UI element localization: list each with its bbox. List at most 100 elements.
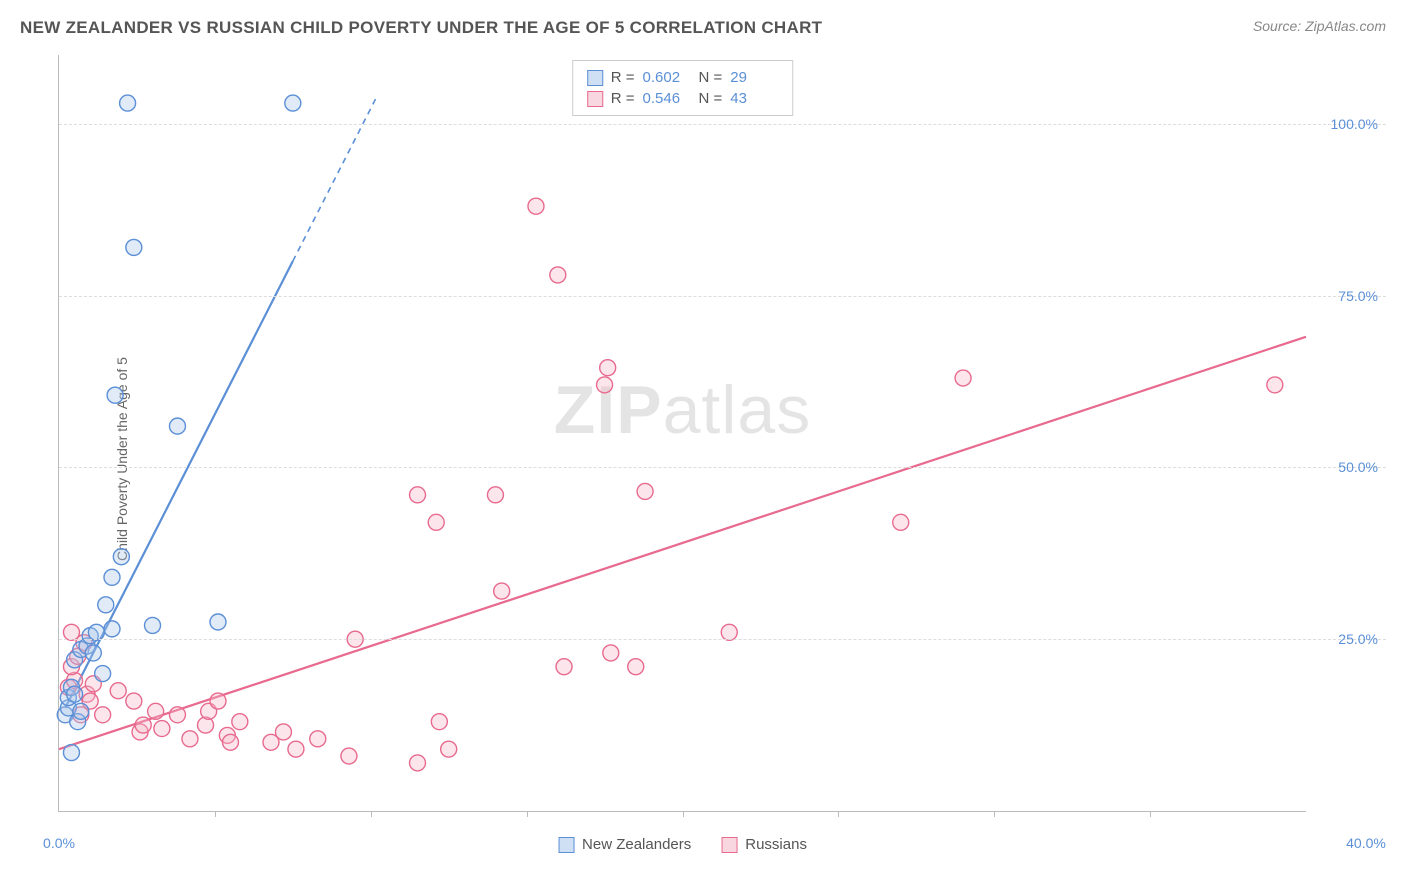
gridline [59, 296, 1386, 297]
nz-swatch-icon [587, 70, 603, 86]
data-point [285, 95, 301, 111]
nz-r-value: 0.602 [643, 69, 691, 86]
data-point [428, 514, 444, 530]
ru-r-value: 0.546 [643, 90, 691, 107]
x-tick [371, 811, 372, 817]
chart-title: NEW ZEALANDER VS RUSSIAN CHILD POVERTY U… [20, 18, 822, 38]
data-point [73, 703, 89, 719]
x-tick [994, 811, 995, 817]
data-point [721, 624, 737, 640]
data-point [63, 745, 79, 761]
source-prefix: Source: [1253, 18, 1305, 34]
data-point [603, 645, 619, 661]
data-point [341, 748, 357, 764]
data-point [410, 487, 426, 503]
data-point [487, 487, 503, 503]
correlation-legend-row-ru: R = 0.546 N = 43 [587, 88, 779, 109]
data-point [110, 683, 126, 699]
r-label: R = [611, 69, 635, 86]
data-point [88, 624, 104, 640]
data-point [310, 731, 326, 747]
data-point [182, 731, 198, 747]
ru-n-value: 43 [730, 90, 778, 107]
gridline [59, 124, 1386, 125]
data-point [104, 621, 120, 637]
data-point [288, 741, 304, 757]
x-tick [527, 811, 528, 817]
data-point [556, 659, 572, 675]
data-point [893, 514, 909, 530]
data-point [126, 693, 142, 709]
data-point [494, 583, 510, 599]
data-point [95, 707, 111, 723]
data-point [135, 717, 151, 733]
nz-swatch-icon [558, 837, 574, 853]
gridline [59, 639, 1386, 640]
data-point [222, 734, 238, 750]
series-legend: New Zealanders Russians [558, 836, 807, 853]
legend-item-ru: Russians [721, 836, 807, 853]
data-point [95, 666, 111, 682]
source-name: ZipAtlas.com [1305, 18, 1386, 34]
data-point [528, 198, 544, 214]
n-label: N = [699, 90, 723, 107]
data-point [126, 239, 142, 255]
y-tick-label: 25.0% [1338, 631, 1378, 647]
data-point [148, 703, 164, 719]
x-tick-label-min: 0.0% [43, 835, 75, 851]
data-point [628, 659, 644, 675]
data-point [107, 387, 123, 403]
data-point [104, 569, 120, 585]
data-point [120, 95, 136, 111]
trend-line [59, 337, 1306, 749]
trend-line [65, 261, 293, 708]
gridline [59, 467, 1386, 468]
legend-item-nz: New Zealanders [558, 836, 691, 853]
data-point [955, 370, 971, 386]
n-label: N = [699, 69, 723, 86]
source-attribution: Source: ZipAtlas.com [1253, 18, 1386, 34]
chart-container: Child Poverty Under the Age of 5 ZIPatla… [50, 55, 1386, 862]
data-point [637, 483, 653, 499]
ru-swatch-icon [587, 91, 603, 107]
y-tick-label: 75.0% [1338, 288, 1378, 304]
data-point [597, 377, 613, 393]
data-point [232, 714, 248, 730]
data-point [154, 721, 170, 737]
data-point [210, 614, 226, 630]
x-tick-label-max: 40.0% [1346, 835, 1386, 851]
data-point [275, 724, 291, 740]
trend-line [293, 96, 377, 261]
x-tick [838, 811, 839, 817]
data-point [441, 741, 457, 757]
data-point [85, 645, 101, 661]
data-point [1267, 377, 1283, 393]
data-point [600, 360, 616, 376]
ru-series-label: Russians [745, 836, 807, 853]
chart-header: NEW ZEALANDER VS RUSSIAN CHILD POVERTY U… [0, 0, 1406, 48]
r-label: R = [611, 90, 635, 107]
plot-svg [59, 55, 1306, 811]
nz-n-value: 29 [730, 69, 778, 86]
data-point [410, 755, 426, 771]
x-tick [1150, 811, 1151, 817]
data-point [550, 267, 566, 283]
data-point [113, 549, 129, 565]
data-point [431, 714, 447, 730]
nz-series-label: New Zealanders [582, 836, 691, 853]
data-point [210, 693, 226, 709]
data-point [145, 617, 161, 633]
ru-swatch-icon [721, 837, 737, 853]
y-tick-label: 100.0% [1331, 116, 1378, 132]
data-point [98, 597, 114, 613]
correlation-legend: R = 0.602 N = 29 R = 0.546 N = 43 [572, 60, 794, 116]
plot-area: ZIPatlas R = 0.602 N = 29 R = 0.546 N = … [58, 55, 1306, 812]
correlation-legend-row-nz: R = 0.602 N = 29 [587, 67, 779, 88]
x-tick [683, 811, 684, 817]
data-point [169, 418, 185, 434]
x-tick [215, 811, 216, 817]
y-tick-label: 50.0% [1338, 459, 1378, 475]
data-point [67, 686, 83, 702]
data-point [169, 707, 185, 723]
data-point [63, 624, 79, 640]
